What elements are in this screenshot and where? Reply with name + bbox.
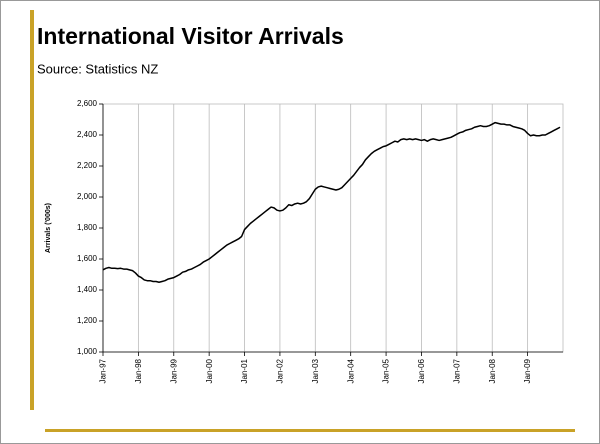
x-tick-label: Jan-07 — [452, 358, 461, 383]
y-tick-label: 2,600 — [77, 99, 98, 108]
slide-subtitle: Source: Statistics NZ — [37, 61, 158, 76]
y-tick-label: 2,200 — [77, 161, 98, 170]
y-tick-label: 1,000 — [77, 347, 98, 356]
x-tick-label: Jan-99 — [169, 358, 178, 383]
accent-bar — [30, 10, 34, 410]
x-tick-label: Jan-05 — [382, 358, 391, 383]
x-tick-label: Jan-00 — [205, 358, 214, 383]
y-tick-label: 1,200 — [77, 316, 98, 325]
x-tick-label: Jan-02 — [276, 358, 285, 383]
x-tick-label: Jan-97 — [99, 358, 108, 383]
x-tick-label: Jan-06 — [417, 358, 426, 383]
x-tick-label: Jan-04 — [346, 358, 355, 383]
y-tick-label: 1,800 — [77, 223, 98, 232]
accent-line — [45, 429, 575, 432]
y-tick-label: 2,400 — [77, 130, 98, 139]
y-tick-label: 2,000 — [77, 192, 98, 201]
x-tick-label: Jan-09 — [523, 358, 532, 383]
x-tick-label: Jan-98 — [134, 358, 143, 383]
x-tick-label: Jan-03 — [311, 358, 320, 383]
y-tick-label: 1,400 — [77, 285, 98, 294]
y-axis-label: Arrivals ('000s) — [45, 203, 52, 253]
slide-title: International Visitor Arrivals — [37, 23, 344, 49]
x-tick-label: Jan-01 — [240, 358, 249, 383]
x-tick-label: Jan-08 — [488, 358, 497, 383]
y-tick-label: 1,600 — [77, 254, 98, 263]
data-line — [102, 121, 561, 283]
